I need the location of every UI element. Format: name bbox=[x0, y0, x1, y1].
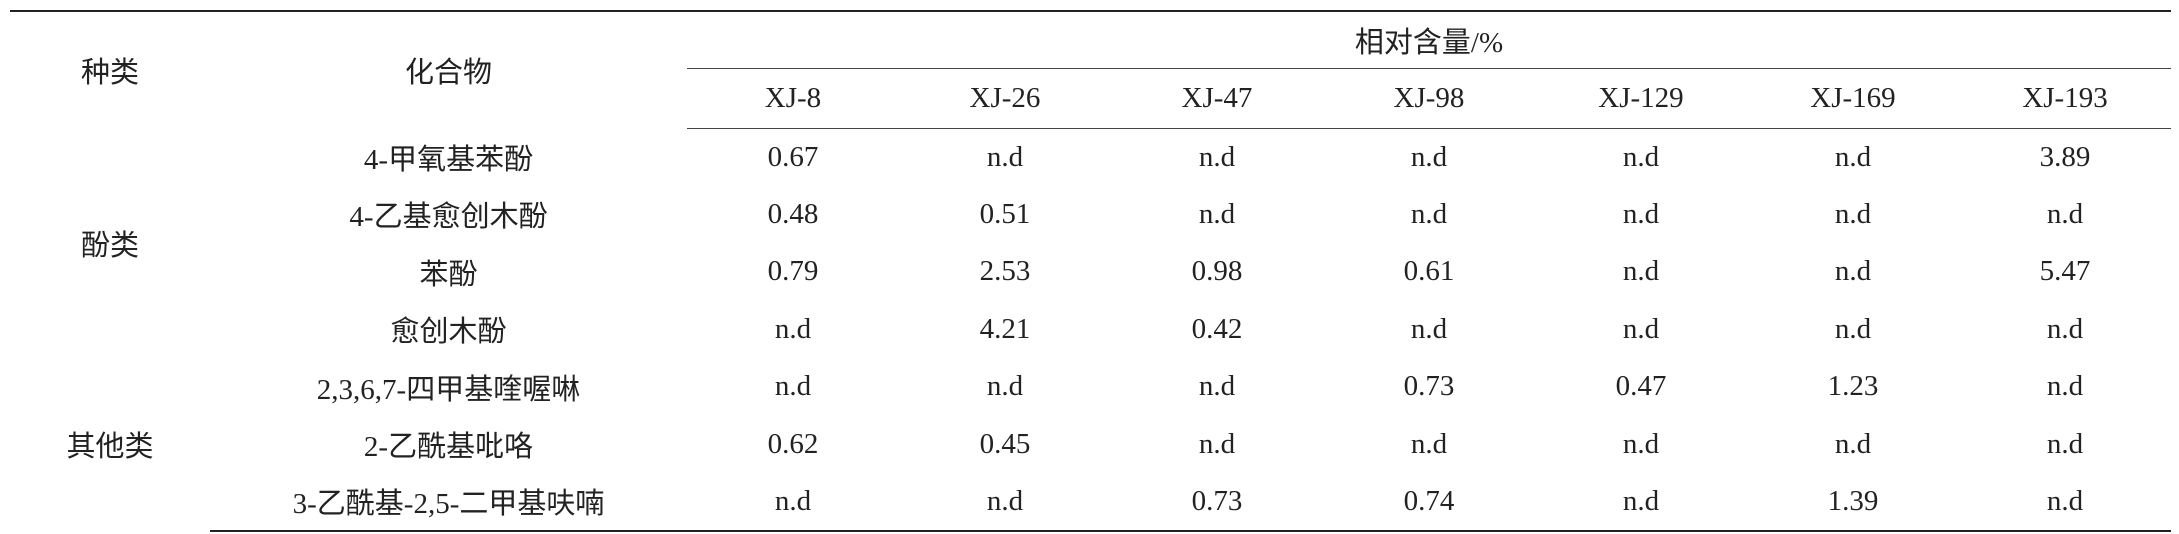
table-row: 2-乙酰基吡咯 0.62 0.45 n.d n.d n.d n.d n.d bbox=[10, 416, 2171, 474]
value-cell: n.d bbox=[1959, 473, 2172, 532]
value-cell: n.d bbox=[1622, 312, 1660, 345]
header-cell: XJ-8 bbox=[687, 68, 899, 129]
value-cell: n.d bbox=[1198, 197, 1236, 230]
value-cell: n.d bbox=[1622, 197, 1660, 230]
value-cell: 1.39 bbox=[1747, 473, 1959, 532]
table-row: 3-乙酰基-2,5-二甲基呋喃 n.d n.d 0.73 0.74 n.d 1.39 n.d bbox=[10, 473, 2172, 532]
table-row: 愈创木酚 n.d 4.21 0.42 n.d n.d n.d n.d bbox=[10, 301, 2171, 359]
value-cell: n.d bbox=[2046, 197, 2084, 230]
value-cell: n.d bbox=[1834, 312, 1872, 345]
value-cell: 0.79 bbox=[767, 255, 819, 288]
value-cell: 1.23 bbox=[1827, 370, 1879, 403]
data-table: 种类 化合物 相对含量/% XJ-8 XJ-26 XJ-47 XJ-98 XJ-129 X… bbox=[10, 10, 2172, 532]
value-cell: n.d bbox=[774, 370, 812, 403]
header-cell: 种类 bbox=[10, 10, 210, 128]
value-cell: 0.47 bbox=[1615, 370, 1667, 403]
value-cell: n.d bbox=[1198, 370, 1236, 403]
compound-cell: 苯酚 bbox=[419, 258, 478, 291]
value-cell: 0.62 bbox=[767, 427, 819, 460]
value-cell: 0.48 bbox=[767, 197, 819, 230]
header-cell: 相对含量/% bbox=[687, 10, 2172, 69]
value-cell: n.d bbox=[1622, 427, 1660, 460]
value-cell: 0.51 bbox=[979, 197, 1031, 230]
value-cell: n.d bbox=[986, 140, 1024, 173]
value-cell: 0.74 bbox=[1323, 473, 1535, 532]
value-cell: 0.61 bbox=[1403, 255, 1455, 288]
value-cell: 2.53 bbox=[979, 255, 1031, 288]
header-cell: 化合物 bbox=[210, 10, 687, 128]
value-cell: n.d bbox=[1834, 140, 1872, 173]
compound-cell: 3-乙酰基-2,5-二甲基呋喃 bbox=[210, 473, 687, 532]
compound-cell: 2,3,6,7-四甲基喹喔啉 bbox=[316, 373, 581, 406]
value-cell: n.d bbox=[1410, 427, 1448, 460]
value-cell: n.d bbox=[1834, 427, 1872, 460]
group-cell: 酚类 bbox=[80, 230, 139, 262]
table-row: 其他类 2,3,6,7-四甲基喹喔啉 n.d n.d n.d 0.73 0.47 1.23 n.… bbox=[10, 358, 2171, 463]
value-cell: n.d bbox=[687, 473, 899, 532]
value-cell: 0.73 bbox=[1403, 370, 1455, 403]
value-cell: n.d bbox=[2046, 370, 2084, 403]
group-cell: 其他类 bbox=[66, 431, 154, 464]
compound-cell: 2-乙酰基吡咯 bbox=[363, 431, 534, 464]
table-row: 苯酚 0.79 2.53 0.98 0.61 n.d n.d 5.47 bbox=[10, 243, 2171, 301]
value-cell: 0.73 bbox=[1111, 473, 1323, 532]
header-cell: XJ-98 bbox=[1323, 68, 1535, 129]
table-row: 酚类 4-甲氧基苯酚 0.67 n.d n.d n.d n.d n.d 3.89 bbox=[10, 128, 2171, 263]
value-cell: n.d bbox=[2046, 312, 2084, 345]
value-cell: n.d bbox=[2046, 427, 2084, 460]
value-cell: n.d bbox=[899, 473, 1111, 532]
value-cell: n.d bbox=[1198, 427, 1236, 460]
value-cell: n.d bbox=[1535, 473, 1747, 532]
header-cell: XJ-47 bbox=[1111, 68, 1323, 129]
value-cell: n.d bbox=[1198, 140, 1236, 173]
value-cell: n.d bbox=[1410, 140, 1448, 173]
value-cell: n.d bbox=[1410, 197, 1448, 230]
value-cell: n.d bbox=[1834, 197, 1872, 230]
value-cell: n.d bbox=[1622, 140, 1660, 173]
value-cell: n.d bbox=[1834, 255, 1872, 288]
value-cell: n.d bbox=[1410, 312, 1448, 345]
value-cell: 0.67 bbox=[767, 140, 819, 173]
compound-cell: 愈创木酚 bbox=[390, 316, 507, 349]
header-cell: XJ-193 bbox=[1959, 68, 2172, 129]
header-cell: XJ-169 bbox=[1747, 68, 1959, 129]
value-cell: 3.89 bbox=[2039, 140, 2091, 173]
header-cell: XJ-129 bbox=[1535, 68, 1747, 129]
value-cell: 0.45 bbox=[979, 427, 1031, 460]
value-cell: 5.47 bbox=[2039, 255, 2091, 288]
value-cell: n.d bbox=[774, 312, 812, 345]
value-cell: 0.42 bbox=[1191, 312, 1243, 345]
value-cell: 0.98 bbox=[1191, 255, 1243, 288]
value-cell: 4.21 bbox=[979, 312, 1031, 345]
table-row: 4-乙基愈创木酚 0.48 0.51 n.d n.d n.d n.d n.d bbox=[10, 186, 2171, 244]
compound-cell: 4-乙基愈创木酚 bbox=[349, 201, 548, 234]
compound-cell: 4-甲氧基苯酚 bbox=[363, 143, 534, 176]
value-cell: n.d bbox=[1622, 255, 1660, 288]
header-cell: XJ-26 bbox=[899, 68, 1111, 129]
value-cell: n.d bbox=[986, 370, 1024, 403]
